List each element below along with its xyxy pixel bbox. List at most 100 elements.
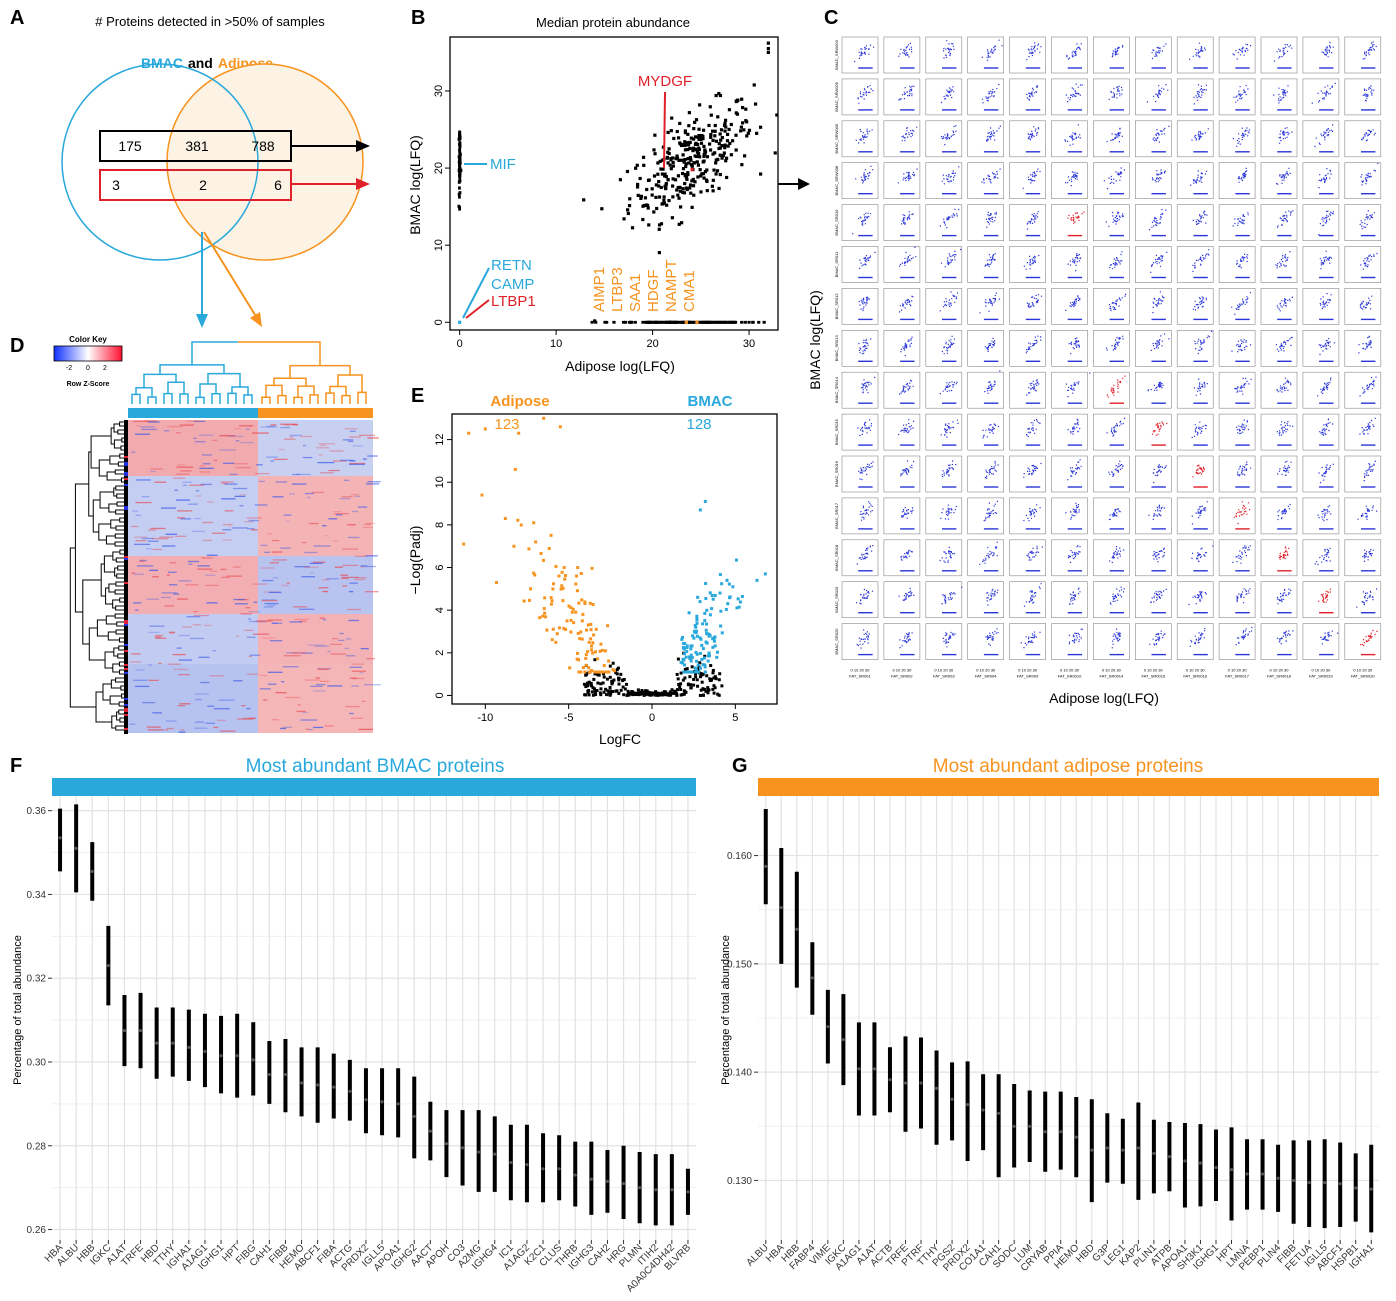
d-heat-streak <box>139 559 147 562</box>
c-cell-points <box>1311 82 1336 104</box>
b-point <box>698 168 702 172</box>
d-heat-streak <box>217 719 227 722</box>
d-heat-streak <box>359 671 364 674</box>
d-heat-streak <box>193 610 198 613</box>
c-scatter-cell <box>1344 581 1382 619</box>
c-cell-points <box>1276 296 1293 312</box>
e-point-ns <box>679 693 683 697</box>
b-point <box>694 141 698 145</box>
e-point-bmac <box>706 654 710 658</box>
d-row-strip <box>124 480 128 482</box>
b-point <box>725 139 730 143</box>
d-heat-streak <box>366 565 376 568</box>
b-point <box>695 150 700 154</box>
d-heat-streak <box>351 685 359 687</box>
b-point <box>747 128 752 132</box>
arrow-to-panel-b-head <box>356 140 370 152</box>
d-row-strip <box>124 462 128 464</box>
c-cell-frame <box>1260 413 1298 451</box>
c-scatter-cell <box>1176 497 1214 535</box>
d-col-dendro-branch <box>179 393 189 404</box>
c-cell-frame <box>1302 329 1340 367</box>
error-bar-point <box>299 1081 304 1085</box>
d-row-strip <box>124 450 128 452</box>
d-heat-streak <box>223 462 235 464</box>
b-point <box>702 154 706 158</box>
d-heat-streak <box>289 434 302 437</box>
b-point <box>708 142 712 146</box>
b-point <box>721 154 725 158</box>
d-heat-block <box>258 420 373 476</box>
b-point <box>692 126 696 131</box>
c-cell-points <box>981 84 1000 104</box>
c-scatter-cell <box>1176 581 1214 619</box>
e-point-adipose <box>555 632 559 636</box>
c-cell-points <box>1151 421 1168 436</box>
d-heat-streak <box>182 484 187 486</box>
error-bar-point <box>1260 1172 1265 1176</box>
b-point <box>739 129 743 133</box>
d-heat-streak <box>348 591 354 593</box>
c-cell-frame <box>1260 162 1298 199</box>
e-point-ns <box>658 692 662 696</box>
b-point <box>690 164 694 168</box>
d-heat-streak <box>268 591 282 594</box>
d-row-strip <box>124 702 128 704</box>
e-point-adipose <box>599 670 603 674</box>
b-point <box>666 150 670 154</box>
d-heat-streak <box>129 661 142 663</box>
error-bar-point <box>638 1186 642 1190</box>
c-cell-points <box>1026 85 1038 101</box>
d-heat-streak <box>176 473 190 475</box>
c-scatter-cell <box>841 455 879 493</box>
d-row-strip <box>124 496 128 498</box>
c-scatter-cell <box>1093 36 1130 74</box>
b-point <box>684 162 688 166</box>
c-cell-points <box>1191 128 1209 141</box>
b-point <box>645 203 649 207</box>
d-row-dendro-branch <box>114 613 124 619</box>
d-heat-streak <box>134 433 150 435</box>
e-point-adipose <box>587 640 591 644</box>
c-cell-points <box>899 632 913 649</box>
b-point <box>714 93 718 98</box>
d-row-strip <box>124 502 128 504</box>
d-heat-streak <box>193 437 197 440</box>
d-heat-streak <box>304 551 318 554</box>
e-point-bmac <box>695 614 699 618</box>
b-point <box>458 195 461 199</box>
b-point <box>710 129 715 133</box>
d-color-key-label: Row Z-Score <box>67 381 110 388</box>
c-scatter-cell <box>883 288 921 325</box>
e-point-ns <box>591 686 595 690</box>
e-point-ns <box>614 671 618 675</box>
d-heat-streak <box>251 432 269 434</box>
d-row-strip <box>124 572 128 574</box>
d-heat-streak <box>173 593 180 595</box>
c-cell-frame <box>841 371 879 409</box>
e-point-adipose <box>544 615 548 619</box>
d-heat-streak <box>309 572 314 574</box>
d-heat-streak <box>264 602 279 605</box>
error-bar-point <box>509 1160 513 1165</box>
c-cell-points <box>1358 335 1372 354</box>
b-point <box>649 320 653 324</box>
b-point <box>696 175 700 179</box>
b-point <box>680 320 684 324</box>
c-cell-points <box>1236 419 1249 435</box>
c-scatter-cell <box>841 371 879 409</box>
e-point-ns <box>698 661 702 665</box>
d-heat-streak <box>189 484 205 486</box>
c-cell-frame <box>1176 204 1214 241</box>
d-row-strip <box>124 698 128 700</box>
error-bar-point <box>826 1025 830 1029</box>
arrow-red-head <box>356 178 370 190</box>
c-cell-frame <box>1176 78 1214 116</box>
c-cell-points <box>1065 83 1083 103</box>
b-point <box>729 153 733 157</box>
d-heat-streak <box>344 647 350 650</box>
b-point <box>683 148 688 152</box>
b-point <box>751 320 755 324</box>
b-adipose-labels: AIMP1 LTBP3 SAA1 HDGF NAMPT CMA1 <box>591 260 698 313</box>
d-heat-streak <box>348 436 361 438</box>
